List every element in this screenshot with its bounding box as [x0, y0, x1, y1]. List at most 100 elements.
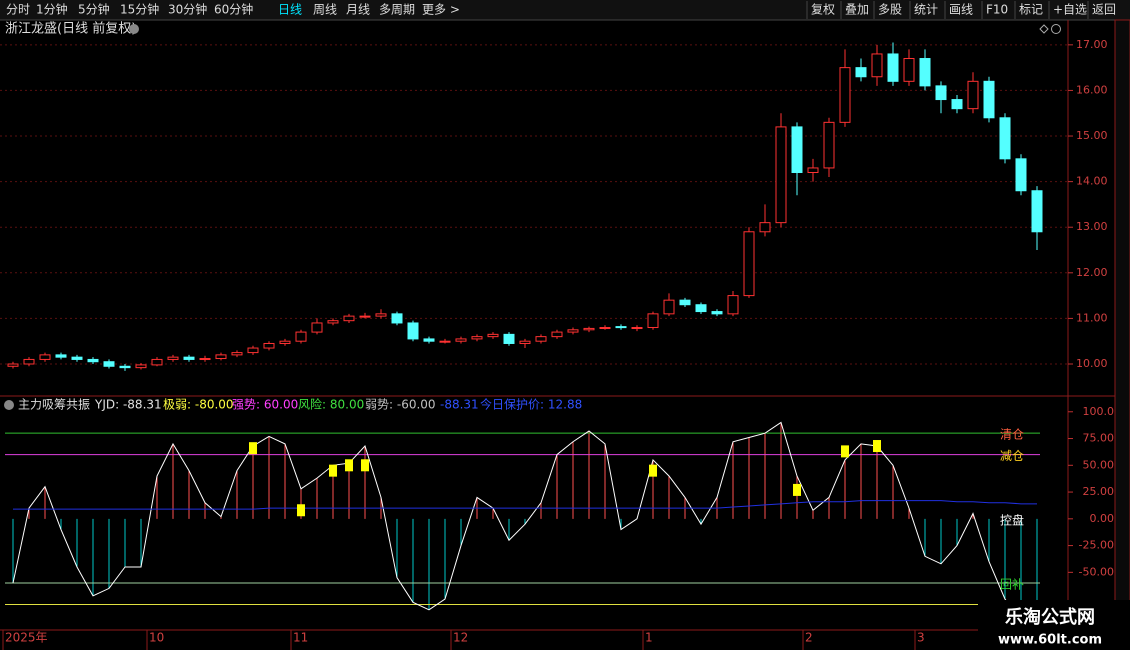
candle-body: [87, 358, 99, 363]
signal-marker: [841, 445, 849, 458]
period-tab[interactable]: 月线: [346, 3, 370, 17]
signal-marker: [297, 504, 305, 517]
candle-body: [151, 358, 163, 366]
period-tab[interactable]: 多周期: [379, 3, 415, 17]
candle-body: [887, 53, 899, 82]
toolbar-button[interactable]: 多股: [878, 3, 902, 17]
indicator-tick-label: 100.0: [1083, 405, 1115, 418]
candle-body: [807, 167, 819, 174]
date-label: 10: [149, 631, 164, 645]
candle-body: [439, 340, 451, 343]
indicator-tick-label: 25.00: [1083, 485, 1115, 498]
candle-body: [727, 295, 739, 315]
candle-body: [903, 58, 915, 82]
toolbar-button[interactable]: 叠加: [845, 3, 869, 17]
price-tick-label: 10.00: [1076, 357, 1108, 370]
watermark-url: www.60lt.com: [998, 633, 1102, 648]
candle-body: [103, 361, 115, 367]
candle-body: [679, 299, 691, 306]
toolbar-button[interactable]: 统计: [914, 3, 938, 17]
candle-body: [55, 354, 67, 358]
watermark-box: [978, 600, 1130, 650]
indicator-menu-icon[interactable]: [4, 400, 14, 410]
signal-marker: [649, 464, 657, 477]
period-tab[interactable]: 5分钟: [78, 2, 110, 17]
candle-body: [1031, 190, 1043, 233]
date-label: 2: [805, 631, 813, 645]
indicator-line: [13, 500, 1037, 510]
date-label: 2025年: [5, 631, 48, 645]
zone-label: 减仓: [1000, 449, 1024, 463]
candle-body: [311, 322, 323, 333]
diamond-icon[interactable]: [1039, 24, 1049, 34]
candle-body: [711, 311, 723, 315]
watermark-name: 乐淘公式网: [1005, 606, 1095, 628]
indicator-tick-label: -25.00: [1079, 539, 1114, 552]
candle-body: [631, 327, 643, 330]
indicator-tick-label: 75.00: [1083, 432, 1115, 445]
period-tab[interactable]: 1分钟: [36, 2, 68, 17]
candle-body: [231, 352, 243, 356]
date-label: 11: [293, 631, 308, 645]
candle-body: [295, 331, 307, 342]
candle-body: [199, 358, 211, 361]
toolbar-button[interactable]: 返回: [1092, 3, 1116, 17]
candle-body: [455, 338, 467, 342]
candle-body: [583, 327, 595, 331]
legend-item: 极弱: -80.00: [163, 398, 234, 412]
price-tick-label: 13.00: [1076, 220, 1108, 233]
candle-body: [1015, 158, 1027, 192]
candle-body: [663, 299, 675, 315]
candle-body: [551, 331, 563, 338]
legend-item: 风险: 80.00: [298, 397, 364, 412]
price-tick-label: 17.00: [1076, 38, 1108, 51]
price-tick-label: 16.00: [1076, 83, 1108, 96]
signal-marker: [873, 440, 881, 453]
candle-body: [167, 356, 179, 360]
candle-body: [695, 304, 707, 313]
title-menu-icon[interactable]: [129, 24, 139, 34]
circle-icon[interactable]: [1051, 24, 1061, 34]
period-tab[interactable]: 分时: [6, 3, 30, 17]
candle-body: [519, 340, 531, 344]
price-tick-label: 11.00: [1076, 311, 1108, 324]
period-tab[interactable]: 周线: [313, 3, 337, 17]
candle-body: [647, 313, 659, 329]
candle-body: [743, 231, 755, 297]
candle-body: [535, 336, 547, 342]
indicator-tick-label: -50.00: [1079, 565, 1114, 578]
candle-body: [615, 326, 627, 329]
period-tab[interactable]: 15分钟: [120, 2, 159, 17]
toolbar-button[interactable]: 标记: [1019, 3, 1043, 17]
zone-label: 回补: [1000, 578, 1024, 592]
legend-item: 强势: 60.00: [232, 398, 298, 412]
candle-body: [423, 338, 435, 342]
candle-body: [759, 222, 771, 233]
candle-body: [487, 333, 499, 338]
period-tab[interactable]: 日线: [278, 3, 302, 17]
candle-body: [983, 80, 995, 119]
candle-body: [7, 363, 19, 367]
side-panel: [1114, 19, 1130, 650]
candle-body: [23, 358, 35, 365]
period-tab[interactable]: 更多 >: [422, 3, 460, 17]
date-label: 1: [645, 631, 653, 645]
candle-body: [871, 53, 883, 78]
zone-label: 控盘: [1000, 512, 1024, 527]
candle-body: [967, 80, 979, 110]
toolbar-button[interactable]: 复权: [811, 3, 835, 17]
indicator-title: 主力吸筹共振: [18, 398, 90, 412]
candle-body: [39, 354, 51, 360]
toolbar-button[interactable]: +自选: [1053, 3, 1087, 17]
toolbar-button[interactable]: F10: [986, 3, 1008, 17]
candle-body: [327, 320, 339, 324]
toolbar-button[interactable]: 画线: [949, 3, 973, 17]
candle-body: [71, 356, 83, 360]
signal-marker: [361, 459, 369, 472]
price-tick-label: 14.00: [1076, 175, 1108, 188]
price-tick-label: 15.00: [1076, 129, 1108, 142]
candle-body: [999, 117, 1011, 160]
candle-body: [279, 340, 291, 344]
period-tab[interactable]: 30分钟: [168, 2, 207, 17]
period-tab[interactable]: 60分钟: [214, 2, 253, 17]
